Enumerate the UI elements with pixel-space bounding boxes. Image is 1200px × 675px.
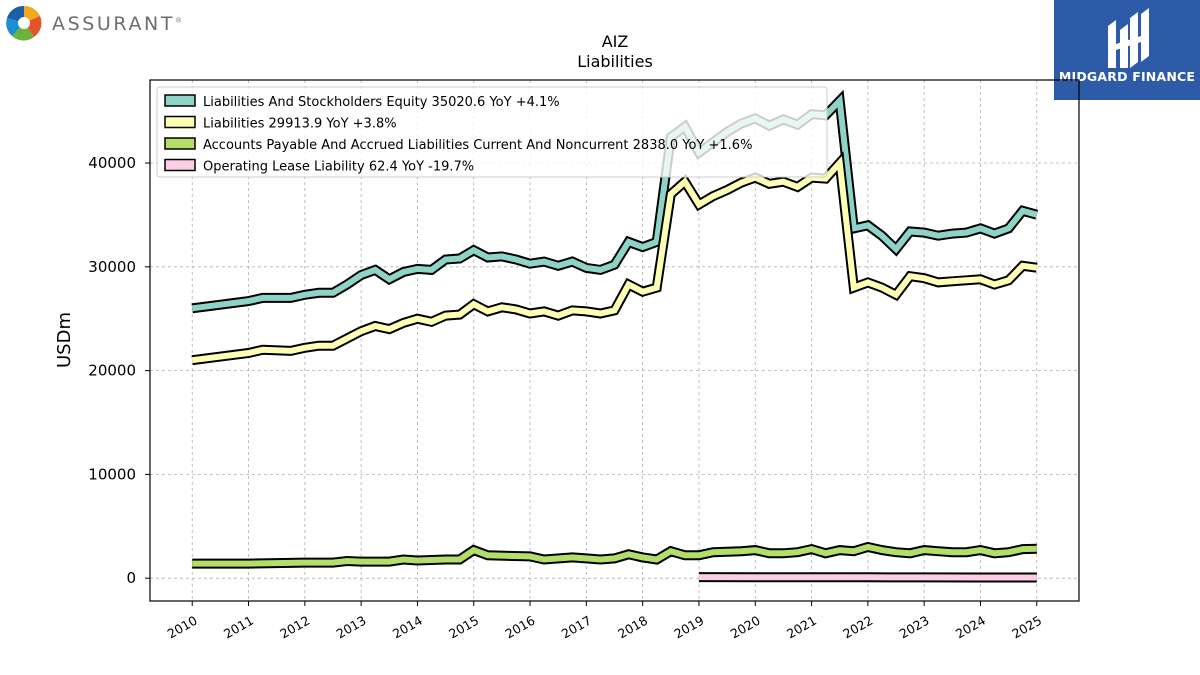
x-tick-label: 2024 [953, 613, 988, 642]
series-liabilities [191, 151, 1038, 366]
legend-entry: Accounts Payable And Accrued Liabilities… [203, 138, 752, 153]
x-tick-label: 2018 [615, 613, 650, 642]
x-tick-label: 2015 [446, 613, 481, 642]
midgard-finance-logo-text: MIDGARD FINANCE [1058, 69, 1196, 84]
legend-swatch [164, 115, 196, 129]
x-tick-label: 2011 [221, 613, 256, 642]
chart-title: AIZ [601, 32, 629, 51]
x-tick-label: 2016 [502, 613, 537, 642]
series-line [191, 94, 1038, 312]
x-tick-label: 2022 [840, 613, 875, 642]
series-accounts-payable-and-accrued-liabilities-current-and-noncurrent [192, 541, 1037, 569]
x-tick-label: 2012 [277, 613, 312, 642]
legend-entry: Liabilities And Stockholders Equity 3502… [203, 95, 560, 110]
x-tick-label: 2021 [784, 613, 819, 642]
series-liabilities-and-stockholders-equity [191, 89, 1039, 314]
y-tick-label: 10000 [88, 465, 136, 483]
x-tick-label: 2017 [559, 613, 594, 642]
x-tick-label: 2013 [334, 613, 369, 642]
legend-entry: Operating Lease Liability 62.4 YoY -19.7… [203, 160, 474, 175]
y-tick-label: 30000 [88, 258, 136, 276]
x-tick-label: 2020 [728, 613, 763, 642]
legend: Liabilities And Stockholders Equity 3502… [156, 86, 828, 178]
legend-swatch [164, 137, 196, 150]
assurant-logo-text: ASSURANT® [52, 13, 185, 35]
midgard-finance-logo: MIDGARD FINANCE [1054, 0, 1200, 100]
x-tick-label: 2019 [671, 613, 706, 642]
chart-subtitle: Liabilities [577, 52, 653, 71]
legend-swatch [164, 158, 196, 172]
assurant-logo: ASSURANT® [4, 4, 194, 42]
y-tick-label: 20000 [88, 362, 136, 380]
y-tick-label: 0 [126, 569, 136, 587]
assurant-logo-mark-icon [6, 5, 42, 41]
x-tick-label: 2023 [897, 613, 932, 642]
series-line [192, 543, 1037, 567]
legend-entry: Liabilities 29913.9 YoY +3.8% [203, 117, 397, 132]
series-lines [191, 89, 1039, 583]
x-tick-label: 2025 [1009, 613, 1044, 642]
y-axis-label: USDm [54, 312, 75, 368]
y-tick-label: 40000 [88, 154, 136, 172]
series-line [191, 156, 1038, 364]
legend-box [156, 86, 828, 178]
x-tick-label: 2014 [390, 613, 425, 642]
plot-frame [149, 79, 1080, 602]
midgard-finance-mark-icon [1108, 8, 1149, 68]
x-tick-label: 2010 [165, 613, 200, 642]
legend-swatch [164, 94, 196, 107]
